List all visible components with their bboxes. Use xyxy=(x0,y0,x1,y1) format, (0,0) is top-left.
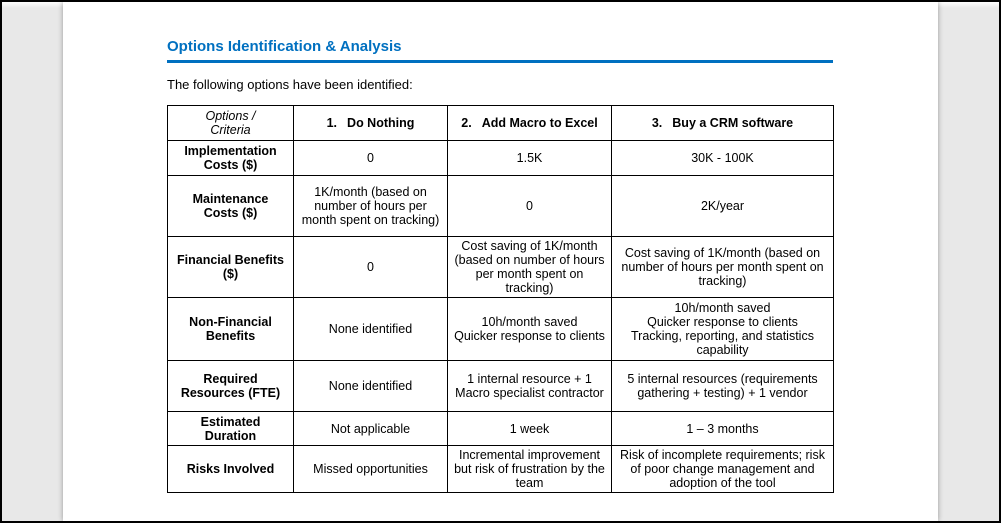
cell-crm-software: 1 – 3 months xyxy=(611,411,834,446)
cell-add-macro: 1 week xyxy=(447,411,612,446)
cell-do-nothing: 0 xyxy=(293,236,448,298)
intro-paragraph: The following options have been identifi… xyxy=(167,77,413,92)
option-header-crm-software: 3. Buy a CRM software xyxy=(611,105,834,141)
option-header-do-nothing: 1. Do Nothing xyxy=(293,105,448,141)
heading-underline xyxy=(167,60,833,63)
option-number: 2. xyxy=(461,116,472,130)
document-page: Options Identification & Analysis The fo… xyxy=(63,2,938,521)
cell-do-nothing: Missed opportunities xyxy=(293,445,448,493)
criterion-label: Required Resources (FTE) xyxy=(167,360,294,412)
cell-add-macro: 10h/month saved Quicker response to clie… xyxy=(447,297,612,361)
criterion-label: Estimated Duration xyxy=(167,411,294,446)
cell-add-macro: Incremental improvement but risk of frus… xyxy=(447,445,612,493)
option-header-add-macro: 2. Add Macro to Excel xyxy=(447,105,612,141)
option-label: Add Macro to Excel xyxy=(481,116,598,130)
cell-do-nothing: None identified xyxy=(293,297,448,361)
cell-add-macro: Cost saving of 1K/month (based on number… xyxy=(447,236,612,298)
cell-do-nothing: Not applicable xyxy=(293,411,448,446)
criterion-label: Financial Benefits ($) xyxy=(167,236,294,298)
cell-crm-software: 5 internal resources (requirements gathe… xyxy=(611,360,834,412)
criteria-header-cell: Options / Criteria xyxy=(167,105,294,141)
criterion-label: Implementation Costs ($) xyxy=(167,140,294,176)
cell-crm-software: Cost saving of 1K/month (based on number… xyxy=(611,236,834,298)
option-number: 3. xyxy=(651,116,663,130)
table-row-required-resources: Required Resources (FTE) None identified… xyxy=(167,360,834,412)
cell-do-nothing: 1K/month (based on number of hours per m… xyxy=(293,175,448,237)
cell-crm-software: Risk of incomplete requirements; risk of… xyxy=(611,445,834,493)
section-heading: Options Identification & Analysis xyxy=(167,38,402,55)
option-label: Do Nothing xyxy=(347,116,415,130)
cell-crm-software: 10h/month saved Quicker response to clie… xyxy=(611,297,834,361)
cell-crm-software: 2K/year xyxy=(611,175,834,237)
option-number: 1. xyxy=(326,116,338,130)
criterion-label: Maintenance Costs ($) xyxy=(167,175,294,237)
cell-add-macro: 1 internal resource + 1 Macro specialist… xyxy=(447,360,612,412)
cell-do-nothing: 0 xyxy=(293,140,448,176)
table-row-implementation-costs: Implementation Costs ($) 0 1.5K 30K - 10… xyxy=(167,140,834,176)
table-row-risks-involved: Risks Involved Missed opportunities Incr… xyxy=(167,445,834,493)
table-header-row: Options / Criteria 1. Do Nothing 2. Add Ma… xyxy=(167,105,834,141)
criterion-label: Non-Financial Benefits xyxy=(167,297,294,361)
cell-add-macro: 0 xyxy=(447,175,612,237)
table-row-maintenance-costs: Maintenance Costs ($) 1K/month (based on… xyxy=(167,175,834,237)
cell-do-nothing: None identified xyxy=(293,360,448,412)
table-row-non-financial-benefits: Non-Financial Benefits None identified 1… xyxy=(167,297,834,361)
table-row-estimated-duration: Estimated Duration Not applicable 1 week… xyxy=(167,411,834,446)
page-content: Options Identification & Analysis The fo… xyxy=(167,2,834,493)
criterion-label: Risks Involved xyxy=(167,445,294,493)
option-label: Buy a CRM software xyxy=(672,116,794,130)
table-row-financial-benefits: Financial Benefits ($) 0 Cost saving of … xyxy=(167,236,834,298)
cell-add-macro: 1.5K xyxy=(447,140,612,176)
cell-crm-software: 30K - 100K xyxy=(611,140,834,176)
options-analysis-table: Options / Criteria 1. Do Nothing 2. Add Ma… xyxy=(167,105,834,493)
